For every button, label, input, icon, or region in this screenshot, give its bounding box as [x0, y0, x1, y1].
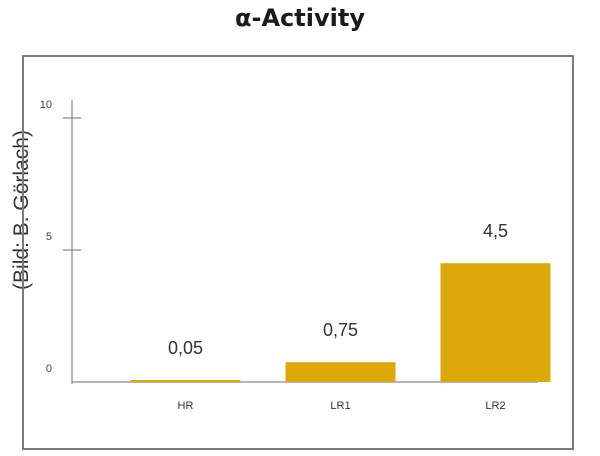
bar-hr: [130, 380, 241, 382]
chart-frame: [22, 55, 574, 450]
y-tick-label: 10: [40, 99, 52, 111]
chart-title: α-Activity: [235, 4, 365, 32]
y-tick-label: 5: [46, 231, 52, 243]
bar-lr2: [440, 263, 551, 382]
x-tick-label: HR: [178, 400, 194, 412]
y-tick-label: 0: [46, 363, 52, 375]
x-tick-label: LR2: [485, 400, 505, 412]
data-label: 0,05: [168, 338, 203, 358]
data-label: 4,5: [483, 221, 508, 241]
data-label: 0,75: [323, 320, 358, 340]
x-tick-label: LR1: [330, 400, 350, 412]
bar-lr1: [285, 362, 396, 382]
